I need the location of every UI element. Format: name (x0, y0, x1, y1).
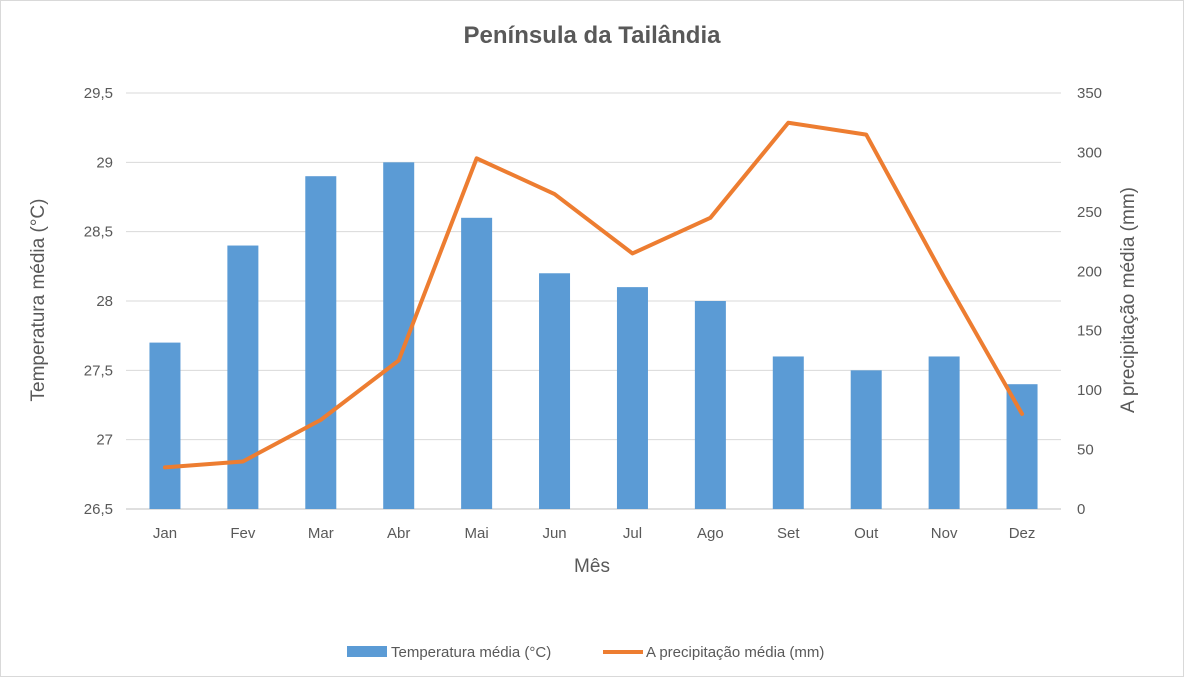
y-tick-label: 27 (96, 432, 113, 449)
temperature-bar (850, 370, 882, 509)
x-axis-title: Mês (574, 556, 610, 577)
y2-tick-label: 250 (1077, 204, 1102, 221)
y2-tick-label: 300 (1077, 144, 1102, 161)
x-tick-label: Mai (465, 525, 489, 542)
legend-label-precipitation: A precipitação média (mm) (646, 644, 824, 661)
temperature-bar (772, 356, 804, 509)
temperature-bar (305, 176, 337, 509)
chart-title: Península da Tailândia (464, 22, 722, 49)
left-axis-ticks: 26,5 27 27,5 28 28,5 29 29,5 (84, 85, 113, 518)
x-tick-label: Ago (697, 525, 724, 542)
y-axis-title: Temperatura média (°C) (28, 199, 49, 402)
precipitation-line (162, 120, 1025, 470)
y-tick-label: 28,5 (84, 224, 113, 241)
x-tick-label: Fev (230, 525, 256, 542)
temperature-bar (928, 356, 960, 509)
gridlines (126, 92, 1061, 510)
x-tick-label: Abr (387, 525, 410, 542)
legend-swatch-temperature (347, 646, 387, 657)
temperature-bar (1006, 384, 1038, 509)
x-tick-label: Set (777, 525, 800, 542)
y2-tick-label: 200 (1077, 263, 1102, 280)
y2-tick-label: 350 (1077, 85, 1102, 102)
temperature-bar (149, 342, 181, 509)
y-tick-label: 29,5 (84, 85, 113, 102)
legend: Temperatura média (°C) A precipitação mé… (347, 644, 824, 661)
y-tick-label: 27,5 (84, 362, 113, 379)
legend-label-temperature: Temperatura média (°C) (391, 644, 551, 661)
x-tick-label: Jan (153, 525, 177, 542)
x-tick-label: Out (854, 525, 879, 542)
x-tick-label: Jul (623, 525, 642, 542)
y2-tick-label: 100 (1077, 382, 1102, 399)
right-axis-ticks: 0 50 100 150 200 250 300 350 (1077, 85, 1102, 518)
precipitation-line-layer (162, 120, 1025, 470)
x-tick-label: Jun (542, 525, 566, 542)
x-tick-label: Nov (931, 525, 958, 542)
temperature-bar (616, 287, 648, 509)
temperature-bar (694, 301, 726, 509)
temperature-bar (539, 273, 571, 509)
temperature-bar (227, 245, 259, 510)
y2-tick-label: 150 (1077, 323, 1102, 340)
temperature-bars (149, 162, 1038, 510)
y-tick-label: 26,5 (84, 501, 113, 518)
temperature-bar (461, 217, 493, 510)
y-tick-label: 28 (96, 293, 113, 310)
y-tick-label: 29 (96, 154, 113, 171)
x-axis-ticks: Jan Fev Mar Abr Mai Jun Jul Ago Set Out Nov Dez (153, 525, 1036, 542)
x-tick-label: Mar (308, 525, 334, 542)
y2-tick-label: 50 (1077, 442, 1094, 459)
x-tick-label: Dez (1009, 525, 1036, 542)
y2-axis-title: A precipitação média (mm) (1118, 187, 1139, 413)
y2-tick-label: 0 (1077, 501, 1085, 518)
